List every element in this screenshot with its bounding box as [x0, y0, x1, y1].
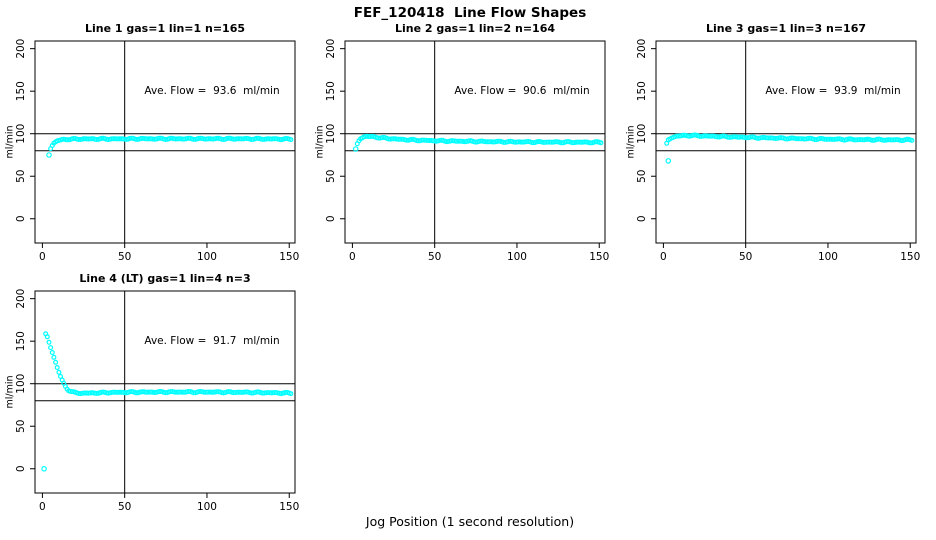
x-tick-label: 50 — [118, 501, 131, 513]
x-tick-label: 0 — [39, 251, 46, 263]
y-axis-label-line3: ml/min — [625, 125, 637, 159]
y-axis-label-line4: ml/min — [4, 375, 16, 409]
panel-box — [34, 40, 296, 244]
y-tick-label: 100 — [15, 374, 27, 394]
panel-title-line4: Line 4 (LT) gas=1 lin=4 n=3 — [79, 272, 251, 285]
y-tick-label: 50 — [15, 170, 27, 183]
data-points-line4 — [41, 331, 294, 472]
y-tick-label: 50 — [15, 420, 27, 433]
y-tick-label: 200 — [325, 39, 337, 59]
x-tick-label: 150 — [279, 501, 299, 513]
panel-title-line1: Line 1 gas=1 lin=1 n=165 — [84, 22, 246, 35]
y-axis-label-line2: ml/min — [314, 125, 326, 159]
y-tick-label: 100 — [325, 124, 337, 144]
y-axis-label-line1: ml/min — [4, 125, 16, 159]
y-axis-ticks: 0 50 100 150 200 — [15, 39, 35, 222]
outlier-point — [41, 465, 47, 472]
y-tick-label: 150 — [15, 81, 27, 101]
x-axis-ticks: 0 50 100 150 — [349, 243, 609, 263]
x-axis-ticks: 0 50 100 150 — [39, 243, 299, 263]
x-axis-label: Jog Position (1 second resolution) — [365, 514, 575, 529]
annotation-ave-flow-line2: Ave. Flow = 90.6 ml/min — [454, 85, 590, 97]
x-tick-label: 150 — [900, 251, 920, 263]
x-axis-ticks: 0 50 100 150 — [39, 493, 299, 513]
panel-box — [655, 40, 917, 244]
x-tick-label: 100 — [818, 251, 838, 263]
data-points-line3 — [664, 132, 915, 164]
x-tick-label: 100 — [197, 251, 217, 263]
x-tick-label: 50 — [428, 251, 441, 263]
annotation-ave-flow-line4: Ave. Flow = 91.7 ml/min — [144, 335, 280, 347]
panel-box — [344, 40, 606, 244]
y-axis-ticks: 0 50 100 150 200 — [325, 39, 345, 222]
x-axis-ticks: 0 50 100 150 — [660, 243, 920, 263]
panel-line3: 0 50 100 150 0 50 100 150 200 — [636, 39, 920, 263]
y-axis-ticks: 0 50 100 150 200 — [15, 289, 35, 472]
y-tick-label: 150 — [325, 81, 337, 101]
panel-title-line2: Line 2 gas=1 lin=2 n=164 — [394, 22, 556, 35]
x-tick-label: 0 — [39, 501, 46, 513]
panel-line2: 0 50 100 150 0 50 100 150 200 — [325, 39, 609, 263]
x-tick-label: 0 — [660, 251, 667, 263]
y-axis-ticks: 0 50 100 150 200 — [636, 39, 656, 222]
panel-line1: 0 50 100 150 0 50 100 150 200 — [15, 39, 299, 263]
y-tick-label: 0 — [15, 215, 27, 222]
x-tick-label: 50 — [118, 251, 131, 263]
y-tick-label: 50 — [636, 170, 648, 183]
y-tick-label: 200 — [636, 39, 648, 59]
panel-box — [34, 290, 296, 494]
x-tick-label: 150 — [589, 251, 609, 263]
x-tick-label: 100 — [197, 501, 217, 513]
y-tick-label: 50 — [325, 170, 337, 183]
x-tick-label: 150 — [279, 251, 299, 263]
y-tick-label: 200 — [15, 39, 27, 59]
y-tick-label: 200 — [15, 289, 27, 309]
outlier-point — [665, 158, 672, 164]
data-points-line1 — [46, 135, 294, 158]
panel-line4: 0 50 100 150 0 50 100 150 200 — [15, 289, 299, 513]
figure-title: FEF_120418 Line Flow Shapes — [353, 5, 587, 21]
x-tick-label: 0 — [349, 251, 356, 263]
panel-title-line3: Line 3 gas=1 lin=3 n=167 — [705, 22, 867, 35]
y-tick-label: 0 — [636, 215, 648, 222]
y-tick-label: 150 — [636, 81, 648, 101]
y-tick-label: 100 — [15, 124, 27, 144]
outlier-point — [352, 146, 359, 152]
y-tick-label: 0 — [15, 465, 27, 472]
annotation-ave-flow-line3: Ave. Flow = 93.9 ml/min — [765, 85, 901, 97]
x-tick-label: 100 — [507, 251, 527, 263]
x-tick-label: 50 — [739, 251, 752, 263]
y-tick-label: 150 — [15, 331, 27, 351]
y-tick-label: 100 — [636, 124, 648, 144]
outlier-point — [46, 152, 52, 158]
annotation-ave-flow-line1: Ave. Flow = 93.6 ml/min — [144, 85, 280, 97]
data-points-line2 — [352, 133, 604, 152]
y-tick-label: 0 — [325, 215, 337, 222]
